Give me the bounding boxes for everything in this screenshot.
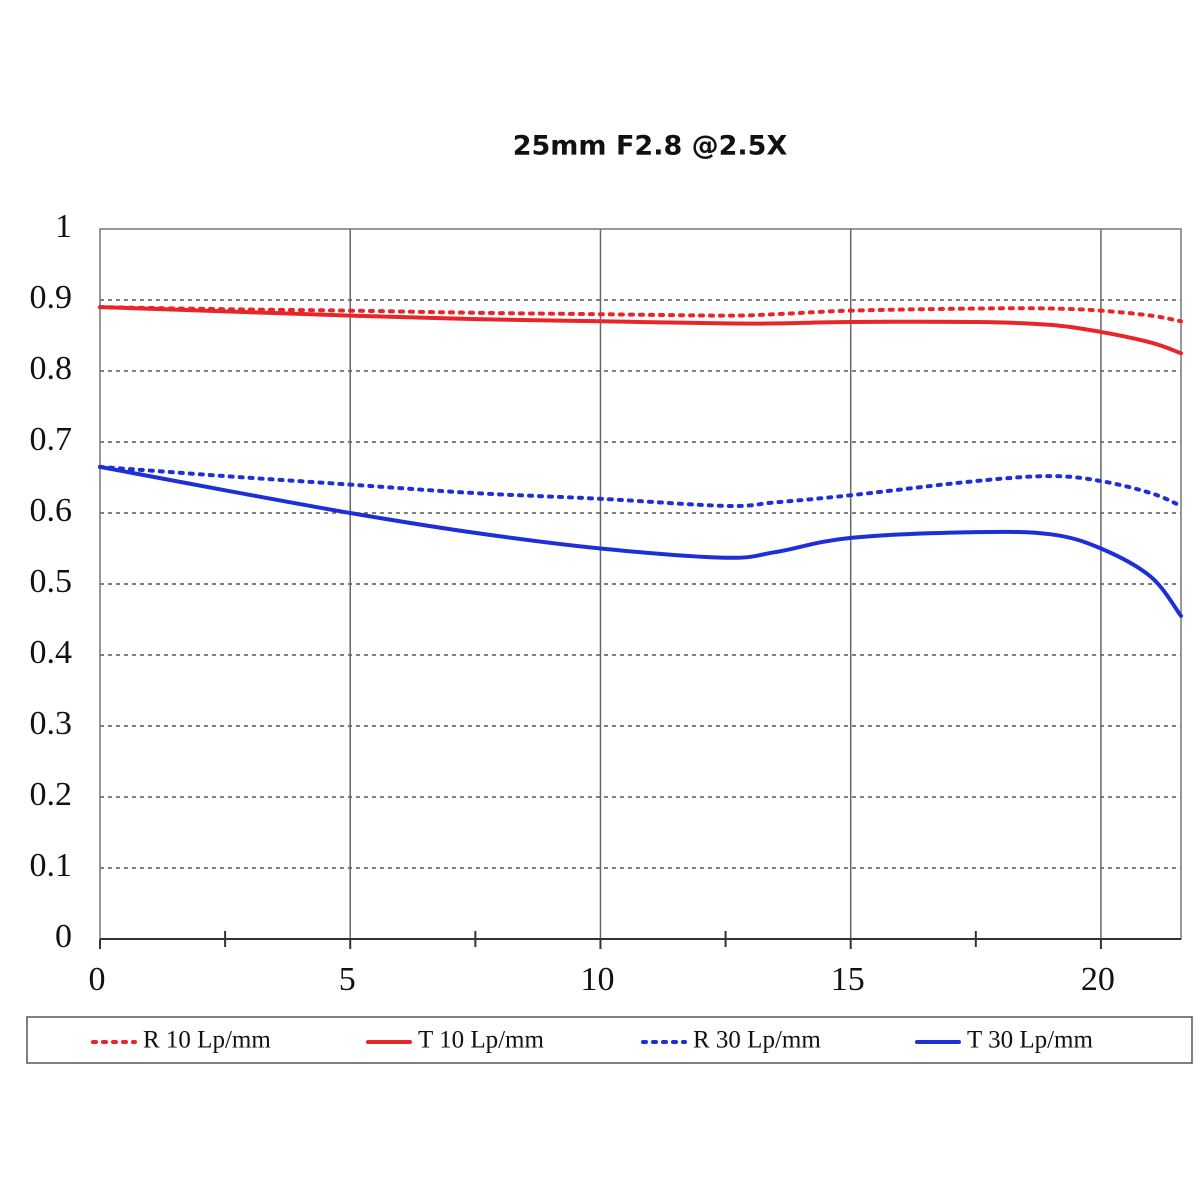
legend-label: T 30 Lp/mm — [967, 1027, 1093, 1054]
y-tick-label: 0.3 — [30, 705, 73, 742]
x-tick-label: 20 — [1081, 961, 1115, 998]
x-tick-label: 15 — [831, 961, 865, 998]
series-line — [98, 305, 1183, 324]
y-tick-label: 0.4 — [30, 634, 73, 671]
y-tick-label: 0.6 — [30, 492, 73, 529]
legend-label: R 30 Lp/mm — [693, 1027, 821, 1054]
chart-title: 25mm F2.8 @2.5X — [513, 131, 788, 162]
series-line — [98, 464, 1183, 508]
y-tick-label: 0.8 — [30, 350, 73, 387]
y-tick-label: 0.7 — [30, 421, 73, 458]
series-line — [98, 464, 1183, 618]
y-tick-label: 1 — [55, 208, 72, 245]
series-line — [98, 305, 1183, 356]
x-tick-label: 10 — [580, 961, 614, 998]
y-tick-label: 0.2 — [30, 776, 73, 813]
x-tick-label: 0 — [89, 961, 106, 998]
y-tick-label: 0.5 — [30, 563, 73, 600]
x-tick-label: 5 — [339, 961, 356, 998]
y-tick-label: 0.9 — [30, 279, 73, 316]
y-tick-label: 0.1 — [30, 847, 73, 884]
legend-box — [26, 1016, 1193, 1064]
legend-label: R 10 Lp/mm — [143, 1027, 271, 1054]
legend-label: T 10 Lp/mm — [418, 1027, 544, 1054]
y-tick-label: 0 — [55, 918, 72, 955]
